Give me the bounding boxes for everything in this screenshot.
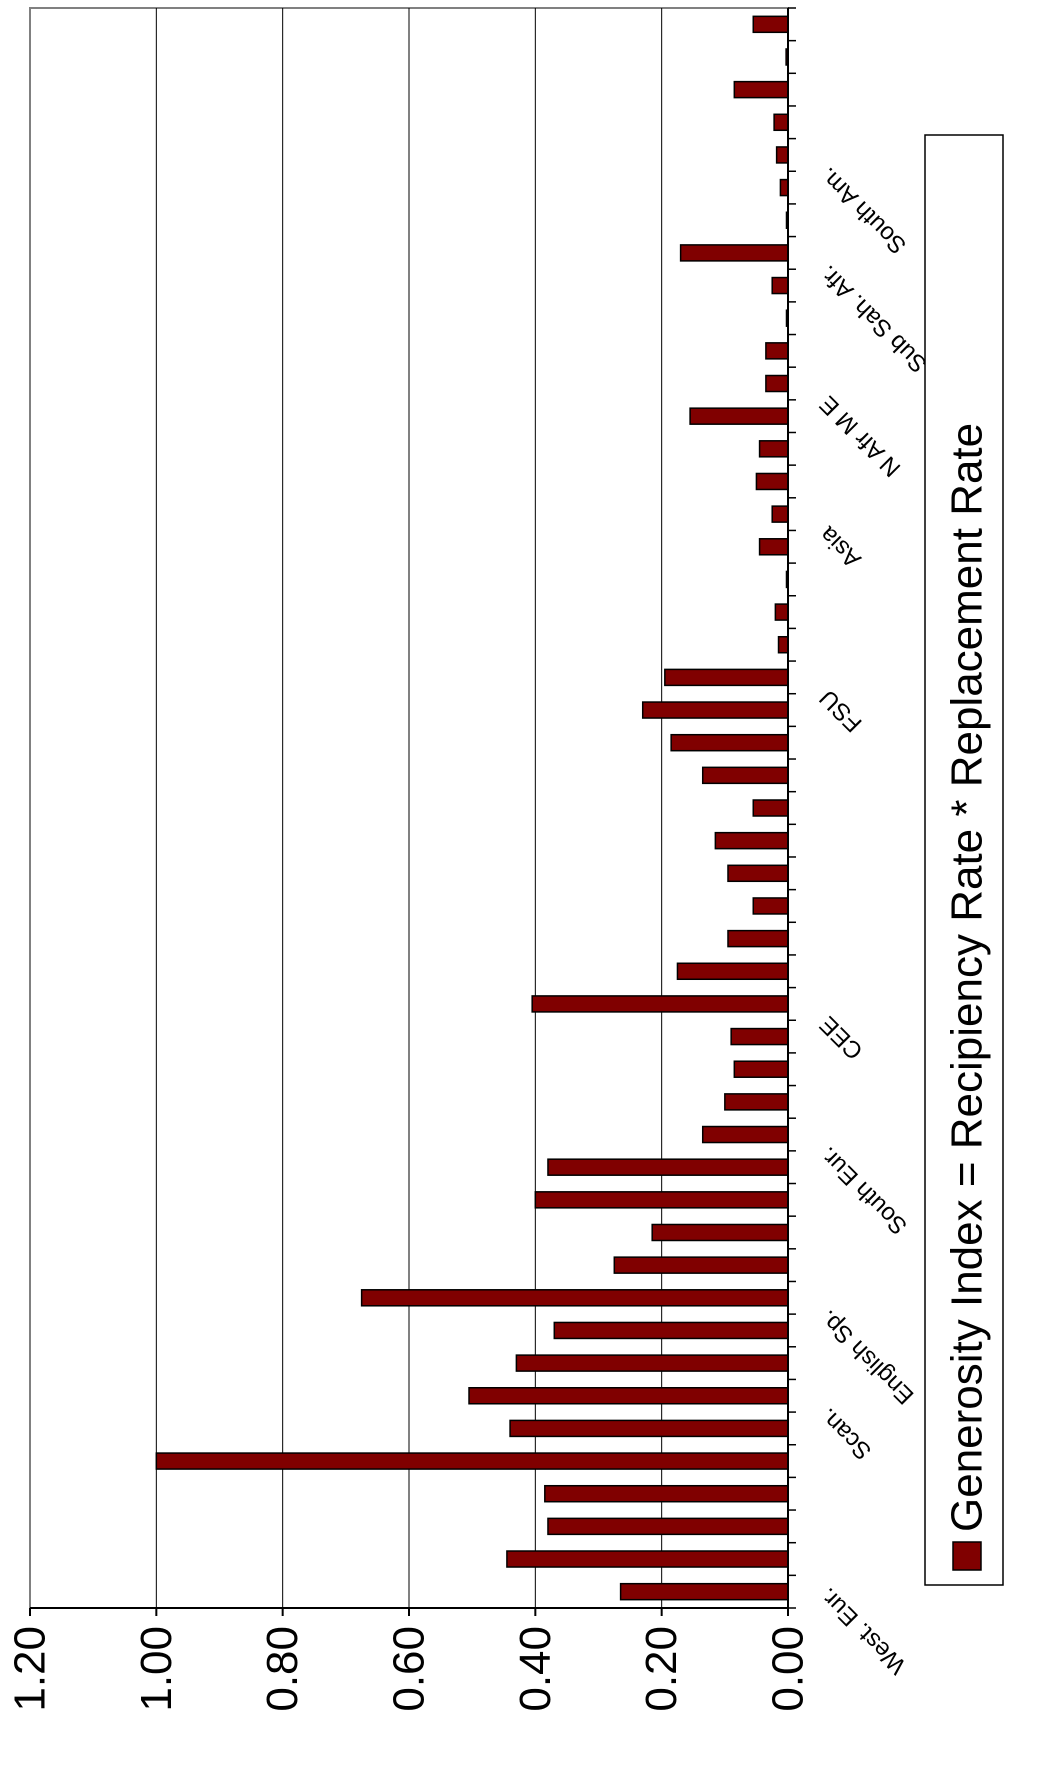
bar-0 <box>619 1582 789 1601</box>
group-label-0: West. Eur. <box>814 1582 911 1679</box>
bar-22 <box>727 864 789 883</box>
bar-5 <box>509 1419 789 1438</box>
legend-entry: Generosity Index = Recipiency Rate * Rep… <box>943 423 992 1532</box>
bar-48 <box>752 15 789 34</box>
tick-labels: 0.00 0.20 0.40 0.60 0.80 1.00 1.20 <box>6 1626 813 1712</box>
group-label-6: Asia <box>814 520 867 573</box>
legend-swatch <box>952 1541 982 1571</box>
bar-9 <box>360 1289 789 1307</box>
tick-label-5: 1.00 <box>132 1626 181 1712</box>
tick-label-2: 0.40 <box>511 1626 560 1712</box>
bar-32 <box>758 538 789 556</box>
legend-frame <box>924 134 1004 1586</box>
bar-25 <box>701 766 789 785</box>
bar-33 <box>771 505 789 523</box>
bar-30 <box>774 603 789 621</box>
tick-label-4: 0.80 <box>258 1626 307 1712</box>
bar-36 <box>689 407 789 425</box>
bar-8 <box>553 1321 789 1340</box>
tick-label-6: 1.20 <box>6 1626 55 1712</box>
bar-23 <box>714 831 789 850</box>
bar-40 <box>771 276 789 295</box>
bar-29 <box>777 635 789 654</box>
category-labels: West. Eur. Scan.English Sp. South Eur. CEE F… <box>814 162 933 1679</box>
bar-45 <box>773 113 789 132</box>
group-label-4: CEE <box>814 1011 868 1065</box>
tick-label-3: 0.60 <box>385 1626 434 1712</box>
bar-12 <box>534 1191 789 1209</box>
bar-7 <box>515 1354 789 1372</box>
bar-2 <box>547 1517 789 1536</box>
bar-44 <box>775 146 789 164</box>
tick-label-0: 0.00 <box>764 1626 813 1712</box>
bar-4 <box>155 1452 789 1470</box>
bar-20 <box>727 929 789 948</box>
group-label-5: FSU <box>814 684 867 737</box>
bar-43 <box>779 178 789 197</box>
bar-28 <box>664 668 789 687</box>
bar-37 <box>765 374 789 393</box>
bar-6 <box>468 1387 789 1405</box>
bar-34 <box>755 472 789 491</box>
bar-13 <box>547 1158 789 1176</box>
bar-46 <box>733 80 789 99</box>
axes <box>29 7 796 1616</box>
legend: Generosity Index = Recipiency Rate * Rep… <box>924 134 1004 1586</box>
bar-16 <box>733 1060 789 1078</box>
group-label-7: N Afr M E <box>814 390 906 482</box>
tick-label-1: 0.20 <box>637 1626 686 1712</box>
bar-10 <box>613 1256 789 1274</box>
bar-14 <box>701 1125 789 1144</box>
bar-15 <box>724 1093 789 1111</box>
bar-1 <box>506 1550 789 1568</box>
bar-27 <box>641 701 789 719</box>
bar-3 <box>544 1484 789 1503</box>
bar-19 <box>676 962 789 981</box>
bar-35 <box>758 440 789 458</box>
bar-24 <box>752 799 789 817</box>
bars <box>155 15 789 1601</box>
group-label-2: English Sp. <box>814 1305 919 1410</box>
bar-38 <box>765 342 789 360</box>
legend-box: Generosity Index = Recipiency Rate * Rep… <box>924 134 1004 1586</box>
bar-18 <box>531 995 789 1013</box>
bar-17 <box>730 1027 789 1046</box>
bar-26 <box>670 733 789 752</box>
group-label-3: South Eur. <box>814 1141 912 1239</box>
bar-41 <box>679 244 789 262</box>
bar-21 <box>752 897 789 915</box>
bar-11 <box>651 1223 789 1242</box>
group-label-1: Scan. <box>814 1403 876 1465</box>
group-label-8: Sub Sah. Afr. <box>814 260 932 378</box>
group-label-9: South Am. <box>814 162 911 259</box>
